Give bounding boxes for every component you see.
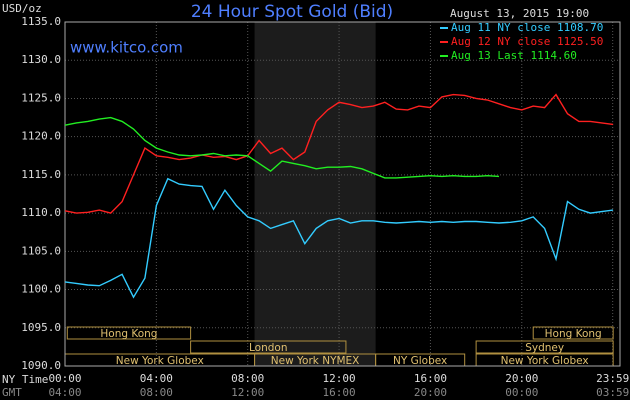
x2-tick-label: 16:00 [323,386,356,399]
x2-tick-label: 04:00 [48,386,81,399]
x-tick-label: 04:00 [140,372,173,385]
series-line [64,177,614,299]
legend-label: Aug 11 NY close 1108.70 [451,21,603,34]
timestamp: August 13, 2015 19:00 [450,7,589,20]
y-tick-label: 1135.0 [21,15,61,28]
y-tick-label: 1130.0 [21,53,61,66]
session-label: New York NYMEX [271,355,360,367]
watermark: www.kitco.com [70,39,183,57]
y-tick-label: 1110.0 [21,206,61,219]
session-label: London [249,342,288,354]
x2-tick-label: 03:59 [596,386,629,399]
y-tick-label: 1105.0 [21,244,61,257]
x2-tick-label: 12:00 [231,386,264,399]
x-tick-label: 16:00 [414,372,447,385]
session-label: Sydney [525,342,564,354]
x-tick-label: 12:00 [323,372,356,385]
y-tick-label: 1120.0 [21,130,61,143]
session-label: Hong Kong [100,328,157,340]
y-tick-label: 1115.0 [21,168,61,181]
x-tick-label: 23:59 [596,372,629,385]
x-tick-label: 08:00 [231,372,264,385]
session-box [66,326,192,340]
series-line [64,93,614,214]
chart-title: 24 Hour Spot Gold (Bid) [191,2,393,22]
session-label: NY Globex [393,355,447,367]
x2-tick-label: 08:00 [140,386,173,399]
session-box [475,340,614,354]
session-box [532,326,614,340]
x2-axis-label: GMT [2,386,22,399]
legend-label: Aug 12 NY close 1125.50 [451,35,603,48]
legend-label: Aug 13 Last 1114.60 [451,49,577,62]
series-line [64,116,500,179]
y-tick-label: 1095.0 [21,321,61,334]
plot-border [64,21,621,367]
session-label: New York Globex [501,355,589,367]
session-label: Hong Kong [545,328,602,340]
session-box [190,340,347,354]
x2-tick-label: 00:00 [505,386,538,399]
y-axis-label: USD/oz [2,2,42,15]
y-tick-label: 1090.0 [21,359,61,372]
x2-tick-label: 20:00 [414,386,447,399]
session-shade [254,22,376,366]
session-label: New York Globex [116,355,204,367]
x-tick-label: 00:00 [48,372,81,385]
x-tick-label: 20:00 [505,372,538,385]
y-tick-label: 1100.0 [21,283,61,296]
y-tick-label: 1125.0 [21,91,61,104]
x-axis-label: NY Time [2,373,48,386]
